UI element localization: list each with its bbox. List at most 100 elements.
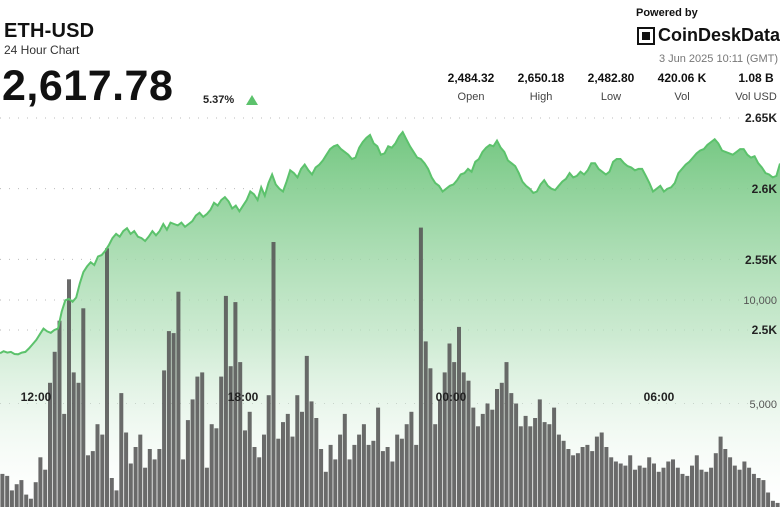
volume-bar bbox=[751, 473, 756, 507]
volume-bar bbox=[57, 320, 62, 507]
volume-bar bbox=[352, 444, 357, 507]
volume-bar bbox=[76, 382, 81, 507]
volume-bar bbox=[728, 457, 733, 507]
current-price: 2,617.78 bbox=[2, 62, 174, 110]
price-tick-label: 2.65K bbox=[745, 111, 777, 125]
powered-by-label: Powered by bbox=[636, 7, 698, 19]
volume-bar bbox=[290, 436, 295, 507]
volume-bar bbox=[385, 447, 390, 507]
stat-value: 420.06 K bbox=[657, 71, 707, 85]
volume-bar bbox=[647, 457, 652, 507]
volume-bar bbox=[585, 444, 590, 507]
volume-bar bbox=[166, 331, 171, 507]
volume-bar bbox=[366, 444, 371, 507]
volume-bar bbox=[271, 242, 276, 507]
volume-bar bbox=[423, 341, 428, 507]
volume-bar bbox=[24, 494, 29, 507]
volume-bar bbox=[380, 451, 385, 507]
volume-bar bbox=[67, 279, 71, 507]
stat-value: 2,482.80 bbox=[587, 71, 635, 85]
volume-bar bbox=[185, 420, 190, 507]
price-tick-label: 2.6K bbox=[752, 182, 778, 196]
volume-bar bbox=[471, 407, 476, 507]
volume-bar bbox=[523, 415, 528, 507]
volume-bar bbox=[628, 455, 633, 507]
stat-label: High bbox=[529, 91, 553, 103]
up-arrow-icon bbox=[246, 95, 258, 105]
volume-bar bbox=[0, 473, 5, 507]
volume-bar bbox=[281, 422, 285, 507]
volume-bar bbox=[599, 432, 604, 507]
volume-bar bbox=[428, 368, 433, 507]
coindesk-logo-icon bbox=[637, 26, 655, 45]
volume-bar bbox=[737, 469, 742, 507]
volume-bar bbox=[276, 438, 281, 507]
volume-bar bbox=[556, 434, 561, 507]
volume-bar bbox=[247, 411, 252, 507]
volume-bar bbox=[671, 459, 675, 507]
volume-bar bbox=[699, 469, 704, 507]
volume-bar bbox=[171, 333, 176, 507]
volume-bars bbox=[0, 227, 780, 507]
volume-bar bbox=[571, 455, 576, 507]
volume-bar bbox=[309, 401, 314, 507]
volume-tick-label: 5,000 bbox=[749, 399, 777, 411]
volume-bar bbox=[514, 403, 519, 507]
volume-bar bbox=[195, 376, 200, 507]
price-line bbox=[0, 130, 780, 356]
volume-bar bbox=[357, 434, 362, 507]
brand-logo: CoinDeskData bbox=[637, 25, 780, 46]
volume-bar bbox=[143, 467, 148, 507]
volume-bar bbox=[490, 409, 495, 507]
volume-bar bbox=[190, 399, 195, 507]
stat-value: 1.08 B bbox=[738, 71, 774, 85]
volume-bar bbox=[642, 467, 647, 507]
volume-bar bbox=[314, 418, 319, 507]
stat-value: 2,650.18 bbox=[517, 71, 565, 85]
volume-bar bbox=[124, 432, 129, 507]
stat-open: 2,484.32 Open bbox=[426, 71, 516, 103]
volume-bar bbox=[128, 463, 133, 507]
volume-bar bbox=[495, 389, 499, 507]
volume-bar bbox=[257, 457, 262, 507]
volume-bar bbox=[438, 399, 442, 507]
time-tick-label: 18:00 bbox=[228, 390, 259, 404]
volume-bar bbox=[48, 382, 52, 507]
volume-bar bbox=[176, 291, 181, 507]
volume-bar bbox=[623, 465, 628, 507]
price-area bbox=[0, 132, 780, 507]
volume-bar bbox=[637, 465, 642, 507]
volume-bar bbox=[775, 502, 780, 507]
volume-bar bbox=[732, 465, 737, 507]
volume-bar bbox=[109, 478, 114, 507]
volume-bar bbox=[723, 449, 728, 507]
volume-bar bbox=[138, 434, 143, 507]
volume-bar bbox=[295, 395, 300, 507]
stat-label: Open bbox=[457, 91, 485, 103]
stat-volume: 420.06 K Vol bbox=[637, 71, 727, 103]
volume-bar bbox=[214, 428, 219, 507]
volume-bar bbox=[504, 362, 509, 507]
volume-bar bbox=[319, 449, 324, 507]
volume-bar bbox=[9, 490, 14, 507]
volume-bar bbox=[157, 449, 162, 507]
volume-bar bbox=[433, 424, 438, 507]
volume-bar bbox=[62, 413, 67, 507]
volume-bar bbox=[694, 455, 699, 507]
volume-bar bbox=[547, 424, 552, 507]
stat-high: 2,650.18 High bbox=[496, 71, 586, 103]
volume-bar bbox=[14, 484, 19, 507]
volume-bar bbox=[38, 457, 43, 507]
volume-bar bbox=[656, 471, 661, 507]
volume-bar bbox=[43, 469, 48, 507]
volume-bar bbox=[285, 413, 290, 507]
volume-bar bbox=[371, 440, 376, 507]
volume-bar bbox=[414, 444, 419, 507]
volume-bar bbox=[575, 453, 580, 507]
volume-bar bbox=[323, 471, 328, 507]
volume-bar bbox=[361, 424, 366, 507]
pair-title: ETH-USD bbox=[4, 20, 95, 42]
brand-name: CoinDeskData bbox=[658, 25, 780, 45]
volume-bar bbox=[119, 393, 124, 507]
